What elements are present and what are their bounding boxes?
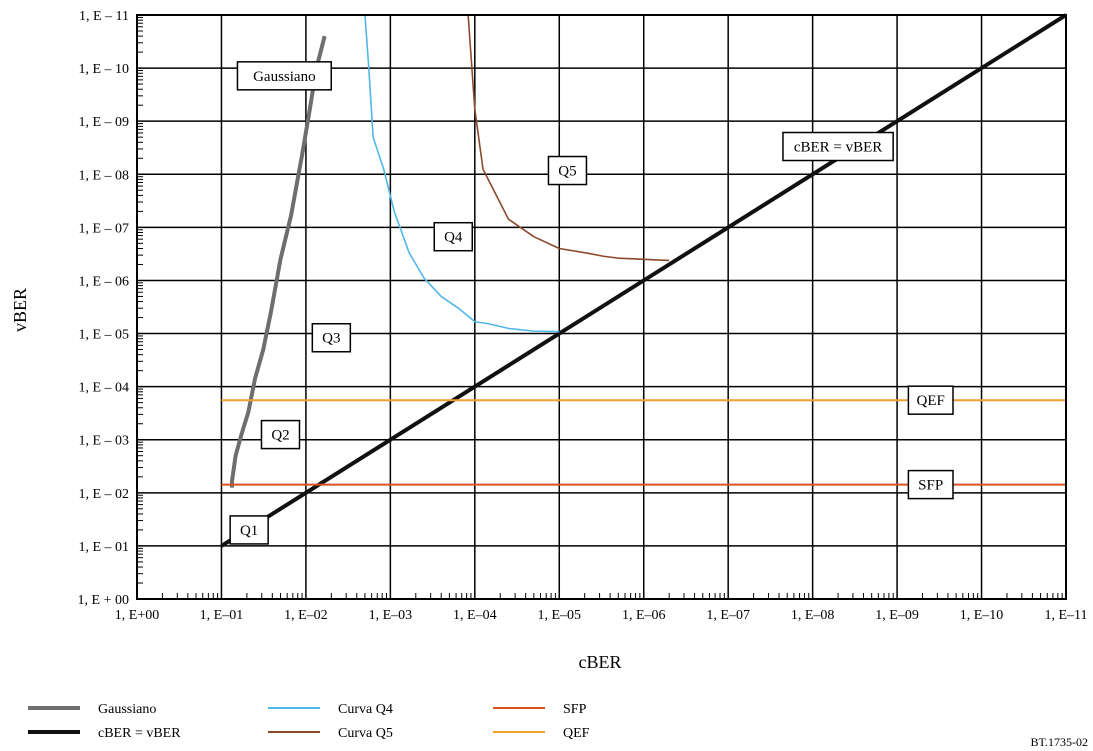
annotation-label: QEF xyxy=(917,393,945,409)
annotation-box: Q1 xyxy=(229,515,269,545)
legend: Gaussiano cBER = vBER Curva Q4 Curva Q5 SFP Q… xyxy=(28,702,590,741)
x-tick-label: 1, E–08 xyxy=(791,608,835,623)
annotation-frame xyxy=(782,131,894,162)
annotation-box: cBER = vBER xyxy=(782,131,894,162)
grid-lines xyxy=(136,14,1067,600)
annotation-frame xyxy=(907,385,954,415)
y-tick-label: 1, E – 03 xyxy=(78,434,129,449)
annotation-frame xyxy=(433,221,474,252)
x-tick-label: 1, E+00 xyxy=(115,608,159,623)
annotation-box: QEF xyxy=(907,385,954,415)
annotation-boxes: Gaussiano cBER = vBER Q5 Q4 Q3 Q2 Q1 QEF SFP xyxy=(229,61,954,545)
x-tick-label: 1, E–06 xyxy=(622,608,666,623)
legend-label: Curva Q4 xyxy=(338,702,393,717)
y-tick-label: 1, E + 00 xyxy=(78,593,129,608)
y-tick-label: 1, E – 07 xyxy=(78,221,129,236)
x-tick-label: 1, E–05 xyxy=(537,608,581,623)
y-tick-label: 1, E – 01 xyxy=(78,540,129,555)
series-line-curva-q5 xyxy=(467,14,670,262)
x-tick-label: 1, E–07 xyxy=(706,608,750,623)
series-line-gaussiano xyxy=(230,35,327,488)
series-line-cber-vber xyxy=(220,13,1068,548)
y-tick-label: 1, E – 10 xyxy=(78,62,129,77)
legend-label: Gaussiano xyxy=(98,702,156,717)
y-tick-label: 1, E – 09 xyxy=(78,115,129,130)
annotation-label: SFP xyxy=(918,478,943,494)
y-tick-label: 1, E – 02 xyxy=(78,487,129,502)
plot-frame xyxy=(136,14,1067,600)
x-tick-label: 1, E–09 xyxy=(875,608,919,623)
y-tick-label: 1, E – 05 xyxy=(78,328,129,343)
x-tick-labels: 1, E+00 1, E–01 1, E–02 1, E–03 1, E–04 1, E–… xyxy=(115,608,1088,623)
x-tick-label: 1, E–01 xyxy=(200,608,244,623)
y-axis-title: vBER xyxy=(10,288,30,332)
x-tick-label: 1, E–03 xyxy=(369,608,413,623)
annotation-frame xyxy=(311,322,352,353)
annotation-label: Gaussiano xyxy=(253,69,316,85)
legend-label: QEF xyxy=(563,726,590,741)
x-axis-title: cBER xyxy=(579,652,622,672)
series-line-curva-q4 xyxy=(364,14,560,333)
annotation-box: Q3 xyxy=(311,322,352,353)
x-tick-label: 1, E–10 xyxy=(960,608,1004,623)
series-lines xyxy=(220,13,1068,548)
y-tick-labels: 1, E + 00 1, E – 01 1, E – 02 1, E – 03 1, E… xyxy=(78,9,129,608)
annotation-box: Q4 xyxy=(433,221,474,252)
y-tick-label: 1, E – 04 xyxy=(78,381,129,396)
annotation-label: cBER = vBER xyxy=(794,140,882,156)
y-tick-label: 1, E – 11 xyxy=(79,9,129,24)
annotation-frame xyxy=(907,469,954,500)
x-tick-label: 1, E–04 xyxy=(453,608,497,623)
annotation-box: Q2 xyxy=(260,419,301,450)
annotation-box: SFP xyxy=(907,469,954,500)
figure-code: BT.1735-02 xyxy=(1031,735,1088,749)
annotation-label: Q2 xyxy=(271,428,289,444)
legend-label: Curva Q5 xyxy=(338,726,393,741)
annotation-label: Q1 xyxy=(240,523,258,539)
annotation-frame xyxy=(236,61,333,91)
annotation-label: Q3 xyxy=(322,331,340,347)
annotation-box: Gaussiano xyxy=(236,61,333,91)
annotation-label: Q5 xyxy=(558,164,576,180)
annotation-frame xyxy=(260,419,301,450)
legend-label: SFP xyxy=(563,702,587,717)
x-tick-label: 1, E–11 xyxy=(1044,608,1087,623)
y-tick-label: 1, E – 06 xyxy=(78,274,129,289)
annotation-label: Q4 xyxy=(444,230,463,246)
annotation-box: Q5 xyxy=(547,155,588,186)
legend-label: cBER = vBER xyxy=(98,726,181,741)
x-tick-label: 1, E–02 xyxy=(284,608,328,623)
annotation-frame xyxy=(547,155,588,186)
annotation-frame xyxy=(229,515,269,545)
y-tick-label: 1, E – 08 xyxy=(78,168,129,183)
